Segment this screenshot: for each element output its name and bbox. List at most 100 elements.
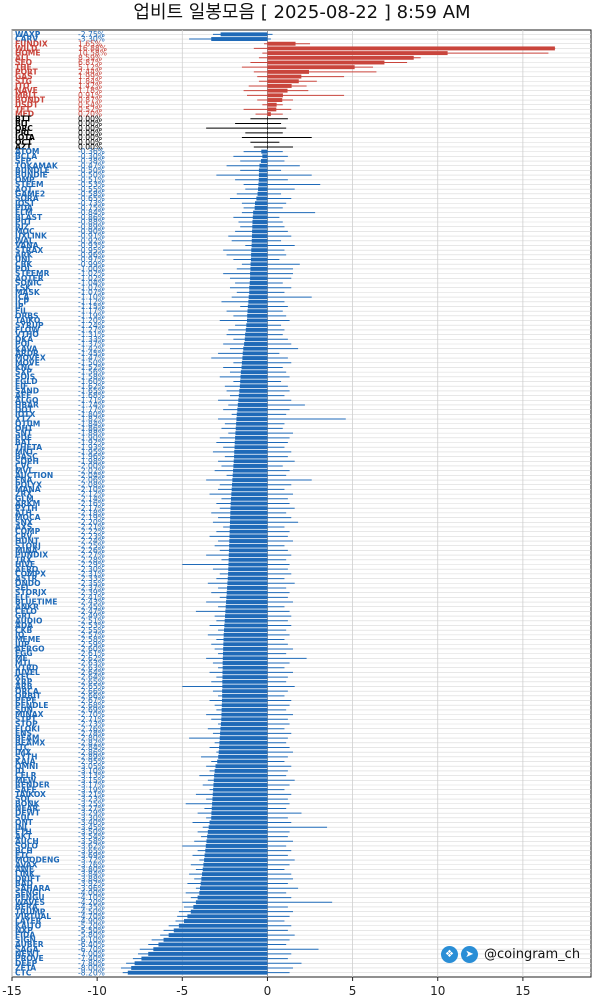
- change-label: 6.87%: [78, 58, 102, 67]
- change-label: -1.33%: [78, 335, 105, 344]
- change-label: -3.05%: [78, 762, 105, 771]
- coin-label: MASK: [15, 288, 41, 297]
- coin-label: COMPX: [15, 569, 46, 578]
- change-label: 0.00%: [78, 143, 102, 152]
- candle-body: [229, 520, 268, 525]
- change-label: -2.66%: [78, 687, 105, 696]
- coin-label: OMNI: [15, 762, 38, 771]
- candle-body: [204, 853, 268, 858]
- coin-label: AUCTION: [15, 471, 53, 480]
- coin-label: NEWT: [15, 949, 41, 958]
- candle-body: [229, 539, 268, 544]
- change-label: -8.20%: [78, 968, 105, 977]
- candle-body: [221, 707, 268, 712]
- change-label: 16.88%: [78, 44, 107, 53]
- change-label: 1.65%: [78, 39, 102, 48]
- telegram-icon[interactable]: ➤: [461, 946, 478, 963]
- change-label: -1.20%: [78, 316, 105, 325]
- coin-label: MBLT: [15, 91, 38, 100]
- change-label: 5.12%: [78, 63, 102, 72]
- candle-body: [267, 60, 385, 65]
- coin-label: XTZ: [15, 415, 32, 424]
- coin-label: IOTX: [15, 410, 35, 419]
- candle-body: [227, 581, 268, 586]
- coin-label: PENGU: [15, 893, 45, 902]
- coin-label: BEAMX: [15, 738, 45, 747]
- coin-label: BLAST: [15, 213, 43, 222]
- coin-label: FUNDIX: [15, 39, 48, 48]
- coin-label: NXP: [15, 926, 33, 935]
- change-label: -1.07%: [78, 283, 105, 292]
- coin-label: MNT: [15, 447, 35, 456]
- coin-label: FIL: [15, 307, 28, 316]
- candle-body: [230, 510, 268, 515]
- coin-label: DKA: [15, 335, 33, 344]
- candle-body: [244, 337, 268, 342]
- coin-label: IQ: [15, 630, 25, 639]
- coin-label: TOKAMAK: [15, 161, 59, 170]
- candle-body: [267, 51, 448, 56]
- coin-label: ASTR: [15, 574, 38, 583]
- coin-label: AERO: [15, 565, 39, 574]
- x-tick-label: 0: [264, 984, 272, 998]
- coin-label: FLOW: [15, 326, 40, 335]
- coin-label: JTO: [14, 82, 30, 91]
- candle-body: [229, 529, 268, 534]
- x-tick-label: -15: [2, 984, 22, 998]
- candle-body: [228, 571, 268, 576]
- change-label: -1.02%: [78, 274, 105, 283]
- coin-label: TRUMP: [15, 907, 46, 916]
- coin-label: SAFE: [15, 785, 37, 794]
- change-label: 0.54%: [78, 100, 102, 109]
- brand-watermark: ❖ ➤ @coingram_ch: [441, 946, 580, 963]
- coin-label: LAYER: [15, 917, 42, 926]
- candle-body: [220, 32, 268, 37]
- candle-body: [224, 618, 268, 623]
- x-tick-label: 5: [349, 984, 357, 998]
- candle-body: [267, 41, 296, 46]
- change-label: -1.93%: [78, 443, 105, 452]
- coin-label: NEAR: [15, 804, 38, 813]
- x-tick-label: 15: [515, 984, 530, 998]
- coin-label: COMP: [15, 527, 41, 536]
- candle-body: [206, 839, 268, 844]
- candle-body: [245, 327, 268, 332]
- change-label: -1.27%: [78, 326, 105, 335]
- coin-label: SOPH: [15, 457, 39, 466]
- coin-label: ADA: [15, 621, 33, 630]
- candle-body: [256, 196, 268, 201]
- change-label: -3.29%: [78, 809, 105, 818]
- coin-label: AXS: [15, 523, 32, 532]
- candle-body: [213, 783, 268, 787]
- candle-body: [127, 970, 268, 975]
- coin-label: SENGI: [15, 888, 41, 897]
- change-label: -3.92%: [78, 879, 105, 888]
- coin-label: HOME: [15, 49, 41, 58]
- candle-body: [213, 778, 268, 783]
- candle-body: [222, 656, 268, 661]
- candle-body: [225, 609, 268, 614]
- candle-body: [221, 717, 268, 722]
- change-label: -4.70%: [78, 912, 105, 921]
- coin-label: PUNDIX: [15, 551, 48, 560]
- twitter-icon[interactable]: ❖: [441, 946, 458, 963]
- change-label: -0.38%: [78, 157, 105, 166]
- coin-label: AERGO: [15, 645, 45, 654]
- change-label: -2.67%: [78, 696, 105, 705]
- candle-body: [219, 745, 268, 750]
- coin-label: STPT: [15, 715, 37, 724]
- change-label: -1.47%: [78, 354, 105, 363]
- change-label: -2.63%: [78, 663, 105, 672]
- change-label: -3.88%: [78, 874, 105, 883]
- candle-body: [251, 238, 268, 243]
- candle-body: [228, 562, 268, 567]
- change-label: -2.64%: [78, 673, 105, 682]
- candle-body: [204, 858, 268, 863]
- change-label: -2.29%: [78, 560, 105, 569]
- coin-label: POL: [15, 265, 32, 274]
- change-label: -1.10%: [78, 293, 105, 302]
- candle-body: [252, 229, 268, 234]
- candle-body: [227, 576, 268, 581]
- candle-body: [258, 173, 268, 178]
